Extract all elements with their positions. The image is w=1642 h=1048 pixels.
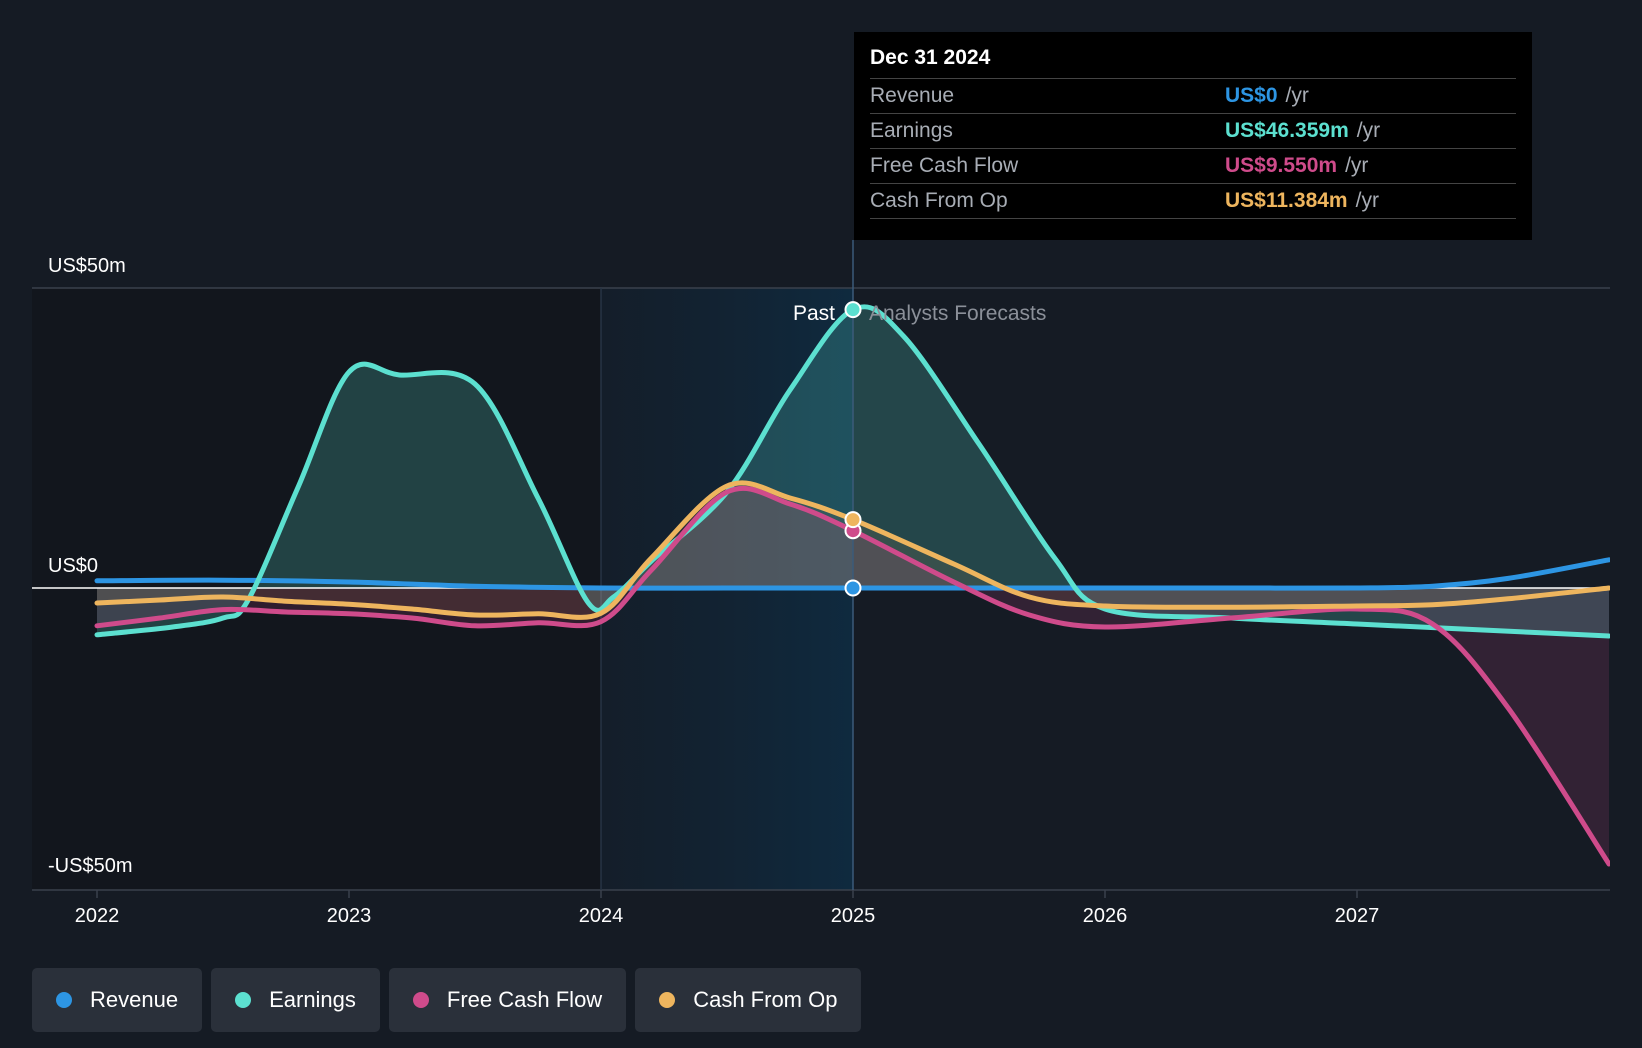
tooltip-value: US$9.550m — [1225, 154, 1338, 177]
legend-dot-icon — [235, 992, 252, 1008]
tooltip-value: US$46.359m — [1225, 119, 1349, 142]
legend-item-revenue[interactable]: Revenue — [32, 968, 203, 1032]
tooltip-date: Dec 31 2024 — [870, 46, 1516, 79]
tooltip: Dec 31 2024 Revenue US$0 /yr Earnings US… — [854, 32, 1532, 240]
y-tick-zero: US$0 — [48, 555, 98, 577]
earnings-marker — [844, 301, 862, 319]
cash-from-op-line — [94, 480, 1610, 620]
tooltip-label: Free Cash Flow — [870, 154, 1019, 177]
tooltip-value: US$0 — [1225, 84, 1278, 107]
revenue-line — [94, 557, 1610, 591]
legend-label: Cash From Op — [693, 987, 838, 1012]
past-label: Past — [793, 302, 835, 325]
tooltip-value: US$11.384m — [1225, 189, 1348, 212]
tooltip-row-cash-from-op: Cash From Op US$11.384m /yr — [870, 184, 1516, 219]
legend-label: Revenue — [90, 987, 179, 1012]
cash-from-op-marker — [844, 511, 862, 529]
legend-label: Earnings — [269, 987, 356, 1012]
earnings-line — [94, 304, 1610, 639]
x-tick-label: 2025 — [831, 905, 876, 927]
x-tick-label: 2024 — [579, 905, 624, 927]
tooltip-unit: /yr — [1356, 119, 1381, 142]
legend-dot-icon — [659, 992, 676, 1008]
tooltip-unit: /yr — [1345, 154, 1369, 177]
x-tick-label: 2023 — [327, 905, 372, 927]
legend-item-cash-from-op[interactable]: Cash From Op — [635, 968, 862, 1032]
tooltip-label: Cash From Op — [870, 189, 1008, 212]
legend-label: Free Cash Flow — [446, 987, 603, 1012]
x-tick-label: 2027 — [1335, 905, 1380, 927]
tooltip-row-free-cash-flow: Free Cash Flow US$9.550m /yr — [870, 149, 1516, 184]
legend-dot-icon — [412, 992, 429, 1008]
tooltip-row-revenue: Revenue US$0 /yr — [870, 79, 1516, 114]
tooltip-unit: /yr — [1355, 189, 1379, 212]
revenue-marker — [844, 579, 862, 597]
tooltip-row-earnings: Earnings US$46.359m /yr — [870, 114, 1516, 149]
tooltip-unit: /yr — [1285, 84, 1309, 107]
forecast-label: Analysts Forecasts — [869, 302, 1046, 325]
legend-item-earnings[interactable]: Earnings — [211, 968, 380, 1032]
x-tick-label: 2026 — [1083, 905, 1128, 927]
y-tick-bottom: -US$50m — [48, 855, 132, 877]
legend-item-free-cash-flow[interactable]: Free Cash Flow — [388, 968, 627, 1032]
free-cash-flow-line — [94, 485, 1610, 867]
legend-dot-icon — [56, 992, 72, 1008]
tooltip-label: Earnings — [870, 119, 953, 142]
tooltip-label: Revenue — [870, 84, 955, 107]
x-tick-label: 2022 — [75, 905, 120, 927]
y-tick-top: US$50m — [48, 255, 126, 277]
legend: Revenue Earnings Free Cash Flow Cash Fro… — [32, 968, 862, 1032]
